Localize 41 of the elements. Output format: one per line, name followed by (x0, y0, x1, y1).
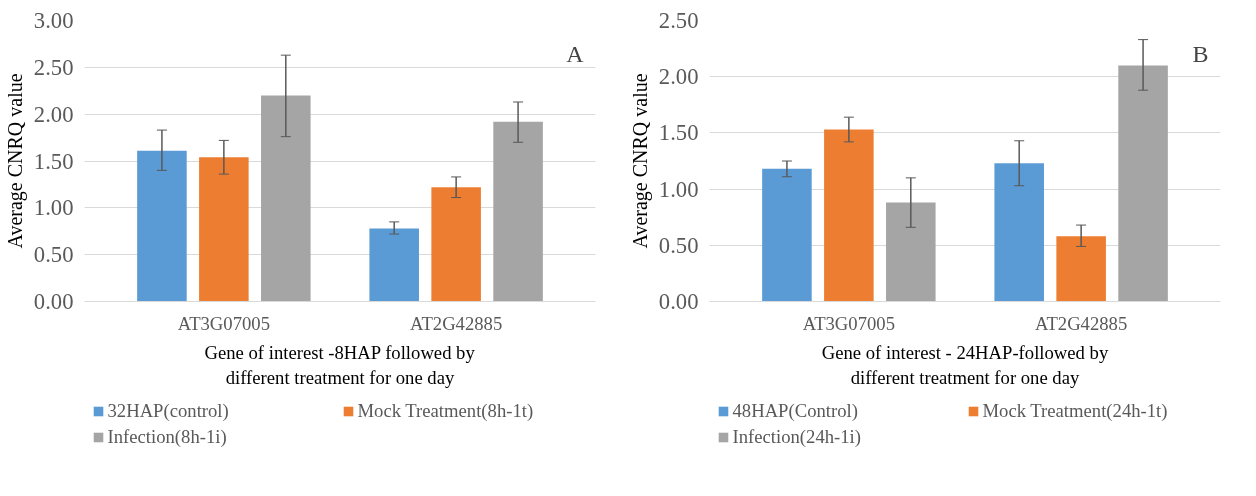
y-tick-label: 2.00 (33, 101, 74, 127)
y-tick-label: 2.50 (658, 8, 699, 33)
bar (493, 121, 543, 302)
y-tick-label: 0.00 (33, 289, 74, 314)
legend-label: Infection(8h-1i) (107, 426, 228, 448)
y-tick-label: 0.00 (658, 289, 699, 314)
bar (1056, 236, 1106, 302)
annotation: A (566, 40, 585, 67)
y-tick-label: 1.00 (658, 176, 699, 202)
y-tick-label: 0.50 (658, 232, 699, 258)
x-axis-title: Gene of interest - 24HAP-followed by different treatment for one day (821, 341, 1109, 388)
bar (199, 157, 249, 302)
x-tick-label: AT3G07005 (177, 312, 270, 334)
legend-label: 48HAP(Control) (732, 400, 859, 422)
legend-label: 32HAP(control) (107, 400, 230, 422)
annotation: B (1192, 40, 1209, 67)
x-axis-title: Gene of interest -8HAP followed by different treatment for one day (204, 341, 476, 388)
y-tick-label: 1.50 (658, 120, 699, 146)
bar (824, 129, 874, 302)
bar (994, 163, 1044, 302)
bar (137, 150, 187, 302)
y-tick-label: 1.50 (33, 148, 74, 174)
y-axis-title: Average CNRQ value (628, 73, 652, 249)
y-tick-label: 2.50 (33, 54, 74, 80)
y-axis-title: Average CNRQ value (3, 73, 27, 249)
legend-label: Mock Treatment(24h-1t) (982, 400, 1169, 422)
bar (762, 168, 812, 302)
y-tick-label: 3.00 (33, 8, 74, 33)
legend-label: Infection(24h-1i) (732, 426, 862, 448)
bar (261, 95, 311, 302)
bar (431, 187, 481, 302)
x-tick-label: AT2G42885 (410, 312, 503, 334)
legend-label: Mock Treatment(8h-1t) (357, 400, 535, 422)
x-tick-label: AT2G42885 (1035, 312, 1128, 334)
y-tick-label: 0.50 (33, 242, 74, 268)
y-tick-label: 1.00 (33, 195, 74, 221)
bar (886, 202, 936, 302)
bar (369, 228, 419, 302)
x-tick-label: AT3G07005 (802, 312, 895, 334)
y-tick-label: 2.00 (658, 64, 699, 90)
bar (1118, 65, 1168, 302)
